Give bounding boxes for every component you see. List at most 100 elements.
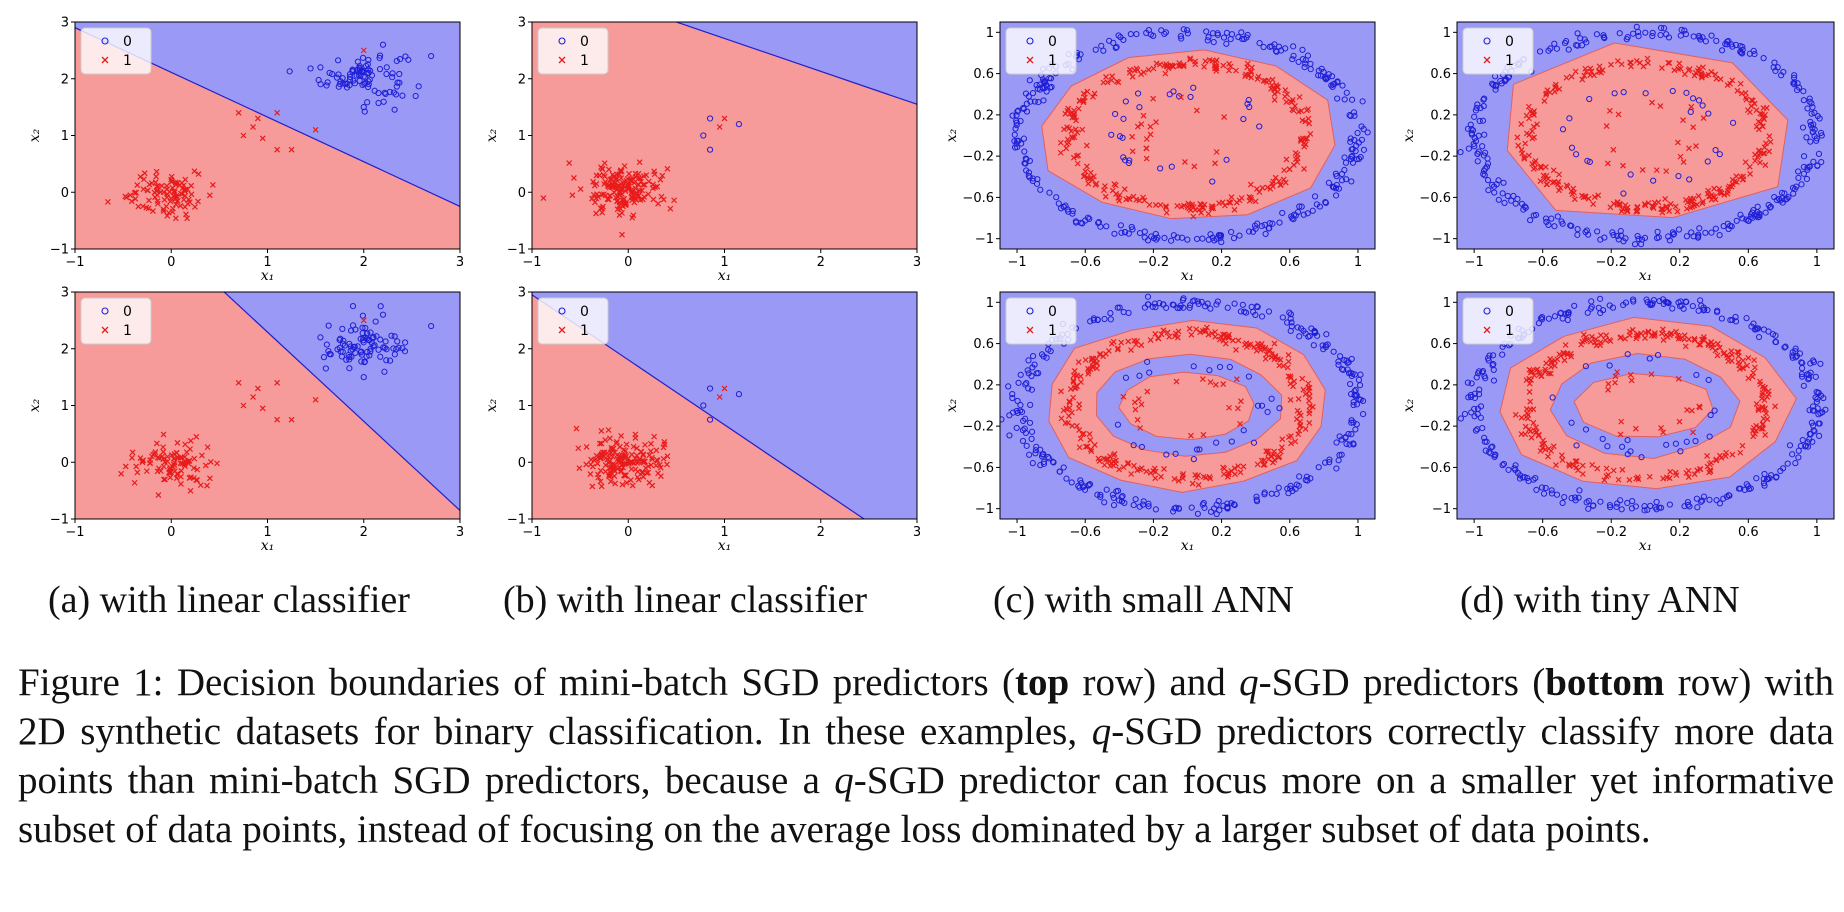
point-class-0: [1310, 342, 1317, 349]
point-class-0: [1060, 464, 1067, 471]
point-class-0: [1815, 389, 1822, 396]
point-class-0: [1289, 487, 1296, 495]
point-class-0: [1488, 181, 1496, 188]
point-class-0: [1815, 150, 1823, 157]
point-class-0: [1614, 232, 1621, 240]
point-class-1: [1207, 475, 1214, 482]
legend: 01: [80, 27, 152, 75]
x-axis-label: x₁: [1639, 268, 1653, 284]
point-class-1: [166, 469, 173, 476]
point-class-0: [1795, 454, 1802, 461]
point-class-0: [1611, 90, 1618, 97]
caption-text: -SGD predictors correctly classify more …: [18, 710, 1834, 802]
point-class-0: [369, 335, 376, 342]
point-class-0: [346, 76, 354, 83]
point-class-1: [1064, 141, 1070, 147]
point-class-0: [1737, 211, 1744, 218]
point-class-1: [640, 459, 647, 466]
point-class-0: [1023, 442, 1030, 449]
point-class-0: [1101, 499, 1108, 506]
point-class-1: [1735, 359, 1742, 365]
point-class-0: [1346, 112, 1353, 119]
point-class-0: [1483, 163, 1491, 170]
y-tick-label: −0.6: [1419, 461, 1451, 476]
point-class-0: [1157, 165, 1164, 172]
point-class-0: [1732, 313, 1739, 321]
point-class-1: [1536, 369, 1543, 376]
point-class-1: [1700, 334, 1707, 340]
point-class-0: [1482, 375, 1489, 382]
point-class-1: [618, 454, 625, 461]
point-class-0: [1344, 359, 1351, 366]
point-class-1: [1690, 124, 1697, 131]
point-class-1: [716, 124, 723, 130]
point-class-1: [1659, 330, 1665, 337]
point-class-1: [1667, 332, 1673, 339]
point-class-0: [1186, 304, 1193, 311]
point-class-1: [1292, 150, 1299, 156]
point-class-1: [1527, 369, 1534, 376]
point-class-0: [1574, 226, 1581, 233]
point-class-0: [1669, 305, 1676, 312]
point-class-0: [1024, 367, 1031, 374]
point-class-0: [1508, 197, 1515, 204]
point-class-0: [1809, 104, 1816, 111]
point-class-0: [1588, 298, 1595, 305]
y-tick-label: 2: [61, 342, 69, 357]
point-class-1: [1593, 342, 1600, 349]
point-class-0: [1301, 63, 1308, 71]
point-class-0: [1020, 135, 1028, 142]
point-class-1: [1102, 183, 1108, 189]
point-class-1: [204, 482, 210, 489]
point-class-1: [235, 379, 242, 386]
point-class-1: [1747, 171, 1754, 177]
point-class-0: [1707, 411, 1714, 419]
point-class-0: [1644, 506, 1651, 513]
point-class-1: [1065, 105, 1072, 112]
point-class-0: [1111, 230, 1118, 237]
legend: 01: [537, 297, 609, 345]
point-class-1: [1537, 448, 1544, 454]
point-class-0: [1537, 315, 1545, 322]
point-class-1: [1221, 202, 1228, 209]
point-class-0: [1231, 300, 1238, 307]
point-class-1: [598, 440, 605, 447]
point-class-1: [1273, 82, 1280, 89]
point-class-1: [1526, 389, 1533, 395]
point-class-1: [1087, 169, 1094, 176]
point-class-0: [1816, 432, 1823, 439]
legend-marker-1: [1483, 56, 1491, 64]
point-class-1: [1566, 463, 1573, 469]
point-class-1: [576, 465, 583, 472]
point-class-0: [361, 359, 368, 366]
point-class-1: [172, 179, 179, 186]
point-class-0: [1574, 231, 1581, 238]
point-class-0: [349, 68, 356, 75]
point-class-0: [1304, 210, 1311, 217]
point-class-0: [1315, 72, 1322, 79]
point-class-1: [1296, 410, 1303, 417]
point-class-0: [1807, 360, 1814, 367]
point-class-1: [1271, 456, 1278, 463]
point-class-1: [1177, 94, 1184, 101]
point-class-0: [428, 322, 435, 330]
point-class-0: [1638, 241, 1645, 248]
point-class-0: [1203, 28, 1210, 35]
point-class-1: [131, 190, 138, 196]
y-tick-label: −0.6: [1419, 191, 1451, 206]
y-tick-label: 0.2: [973, 378, 994, 393]
point-class-1: [1283, 156, 1290, 163]
point-class-0: [1166, 91, 1173, 98]
point-class-0: [1743, 216, 1750, 223]
point-class-1: [1590, 201, 1597, 207]
point-class-0: [1798, 181, 1805, 188]
point-class-0: [401, 348, 409, 355]
point-class-1: [661, 441, 668, 448]
point-class-1: [1233, 67, 1239, 74]
point-class-0: [1561, 39, 1569, 47]
y-tick-label: −1: [507, 243, 526, 258]
point-class-1: [655, 200, 662, 207]
y-tick-label: −1: [1432, 232, 1451, 247]
point-class-0: [1014, 108, 1021, 115]
